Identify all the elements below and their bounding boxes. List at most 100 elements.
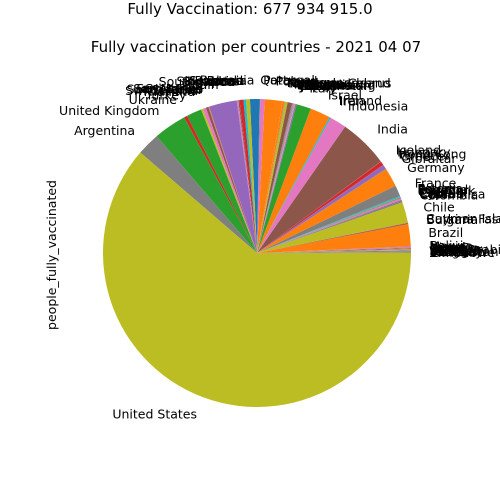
pie-label-japan: Japan [300,78,336,93]
pie-slice-united-states [103,152,412,407]
pie-slice-iran [257,117,331,254]
pie-slice-chile [257,202,408,253]
pie-label-sri-lanka: Sri Lanka [145,81,203,96]
pie-label-ukraine: Ukraine [129,92,178,107]
pie-slice-oman [257,248,411,253]
pie-label-scotland: Scotland [189,73,243,88]
pie-slice-south-africa [208,106,257,254]
pie-label-poland: Poland [276,74,318,89]
pie-label-jersey: Jersey [299,78,339,93]
pie-label-mexico: Mexico [429,239,473,254]
pie-slice-costa-rica [257,200,402,253]
pie-label-tunisia: Tunisia [428,244,472,259]
pie-label-denmark: Denmark [418,183,476,198]
pie-label-costa-rica: Costa Rica [419,187,485,202]
pie-slice-senegal [257,251,411,253]
pie-slice-israel [257,108,330,254]
pie-label-burkina-faso: Burkina Faso [426,211,500,226]
pie-slice-ireland [257,117,331,254]
pie-label-thailand: Thailand [141,84,196,99]
pie-slice-croatia [257,200,402,253]
pie-slice-uzbekistan [257,252,411,253]
pie-slice-maldives [257,103,293,253]
pie-slice-brazil [257,224,411,253]
pie-slices [103,99,412,407]
pie-slice-estonia [257,195,401,253]
pie-slice-qatar [257,99,261,253]
pie-slice-ecuador [257,197,401,253]
pie-slice-england [257,196,401,253]
pie-labels: ZimbabweWalesUruguayUzbekistanVietnamTun… [59,73,500,422]
pie-label-iran: Iran [340,94,364,109]
y-axis-label: people_fully_vaccinated [44,180,59,330]
pie-slice-denmark [257,197,401,253]
pie-slice-tunisia [257,251,411,253]
pie-label-morocco: Morocco [294,76,346,91]
pie-slice-thailand [201,108,257,254]
pie-label-oman: Oman [429,240,467,255]
pie-slice-sri-lanka [208,106,257,254]
pie-label-san-marino: San Marino [133,81,203,96]
pie-slice-netherlands [257,101,288,254]
pie-slice-northern-ireland [257,101,285,253]
pie-label-senegal: Senegal [429,244,479,259]
pie-slice-hungary [257,161,384,253]
pie-label-qatar: Qatar [260,73,296,88]
pie-slice-south-korea [236,100,257,253]
pie-slice-united-kingdom [156,117,257,253]
pie-label-paraguay: Paraguay [429,241,488,256]
pie-label-spain: Spain [184,77,219,92]
pie-label-switzerland: Switzerland [125,83,198,98]
chart-title: Fully vaccination per countries - 2021 0… [91,38,421,56]
pie-slice-nepal [257,247,411,253]
pie-slice-seychelles [208,106,257,253]
pie-label-brazil: Brazil [428,225,463,240]
pie-slice-nigeria [257,248,411,253]
pie-slice-panama [257,248,411,253]
pie-label-colombia: Colombia [420,187,479,202]
pie-label-cayman-islands: Cayman Islands [426,211,500,226]
pie-slice-romania [249,99,260,253]
pie-slice-iceland [257,161,382,253]
pie-label-germany: Germany [407,160,465,175]
pie-slice-rwanda [245,99,257,253]
pie-slice-sweden [205,106,257,253]
pie-slice-france [257,185,400,253]
pie-slice-slovakia [238,99,257,254]
pie-label-gibraltar: Gibraltar [401,151,457,166]
pie-slice-colombia [257,201,403,253]
pie-label-ecuador: Ecuador [418,183,470,198]
pie-slice-paraguay [257,249,411,253]
pie-slice-jersey [257,103,296,254]
chart-suptitle: Fully Vaccination: 677 934 915.0 [127,0,372,18]
pie-label-turkey: Turkey [145,88,187,103]
pie-label-italy: Italy [309,81,337,96]
pie-label-united-states: United States [112,407,197,422]
pie-label-united-kingdom: United Kingdom [59,103,159,118]
pie-slice-burkina-faso [257,222,409,253]
pie-slice-peru [257,249,411,253]
pie-label-vietnam: Vietnam [429,244,481,259]
pie-slice-italy [257,104,311,254]
pie-slice-cyprus [257,199,402,253]
pie-slice-ukraine [184,115,257,254]
pie-label-iceland: Iceland [396,143,441,158]
pie-label-argentina: Argentina [74,123,135,138]
pie-label-northern-cyprus: Northern Cyprus [288,75,391,90]
pie-label-bolivia: Bolivia [429,238,471,253]
pie-label-serbia: Serbia [429,243,469,258]
pie-slice-latvia [257,103,295,254]
pie-label-lithuania: Lithuania [298,78,356,93]
pie-label-norway: Norway [287,75,335,90]
pie-label-zimbabwe: Zimbabwe [429,245,495,260]
pie-label-monaco: Monaco [297,77,346,92]
pie-slice-greece [257,165,386,253]
pie-slice-vietnam [257,251,411,253]
pie-slice-saudi-arabia [257,250,411,253]
pie-slice-norway [257,101,285,254]
pie-slice-india [257,126,381,253]
pie-label-south-korea: South Korea [159,74,235,89]
pie-label-egypt: Egypt [418,182,454,197]
pie-label-seychelles: Seychelles [137,81,204,96]
pie-label-england: England [417,182,468,197]
